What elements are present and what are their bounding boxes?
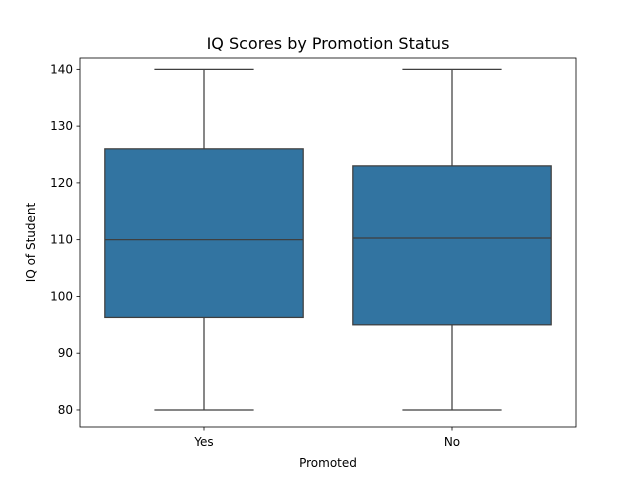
y-tick-label: 140 bbox=[50, 62, 73, 76]
y-tick-label: 100 bbox=[50, 289, 73, 303]
y-tick-label: 80 bbox=[58, 403, 73, 417]
x-tick-label: Yes bbox=[193, 435, 213, 449]
box-no bbox=[352, 68, 552, 411]
plot-area bbox=[104, 68, 552, 411]
x-axis-label: Promoted bbox=[299, 456, 357, 470]
box-yes bbox=[104, 68, 304, 411]
plot-frame bbox=[79, 57, 577, 428]
y-axis-label: IQ of Student bbox=[24, 202, 38, 282]
x-axis: Yes No bbox=[193, 427, 460, 449]
y-tick-label: 90 bbox=[58, 346, 73, 360]
y-tick-label: 120 bbox=[50, 176, 73, 190]
y-axis: 80 90 100 110 120 130 140 bbox=[50, 62, 80, 417]
iqr-box bbox=[352, 165, 552, 326]
x-tick-label: No bbox=[444, 435, 460, 449]
iqr-box bbox=[104, 148, 304, 319]
y-tick-label: 130 bbox=[50, 119, 73, 133]
y-tick-label: 110 bbox=[50, 233, 73, 247]
chart-title: IQ Scores by Promotion Status bbox=[207, 34, 450, 53]
